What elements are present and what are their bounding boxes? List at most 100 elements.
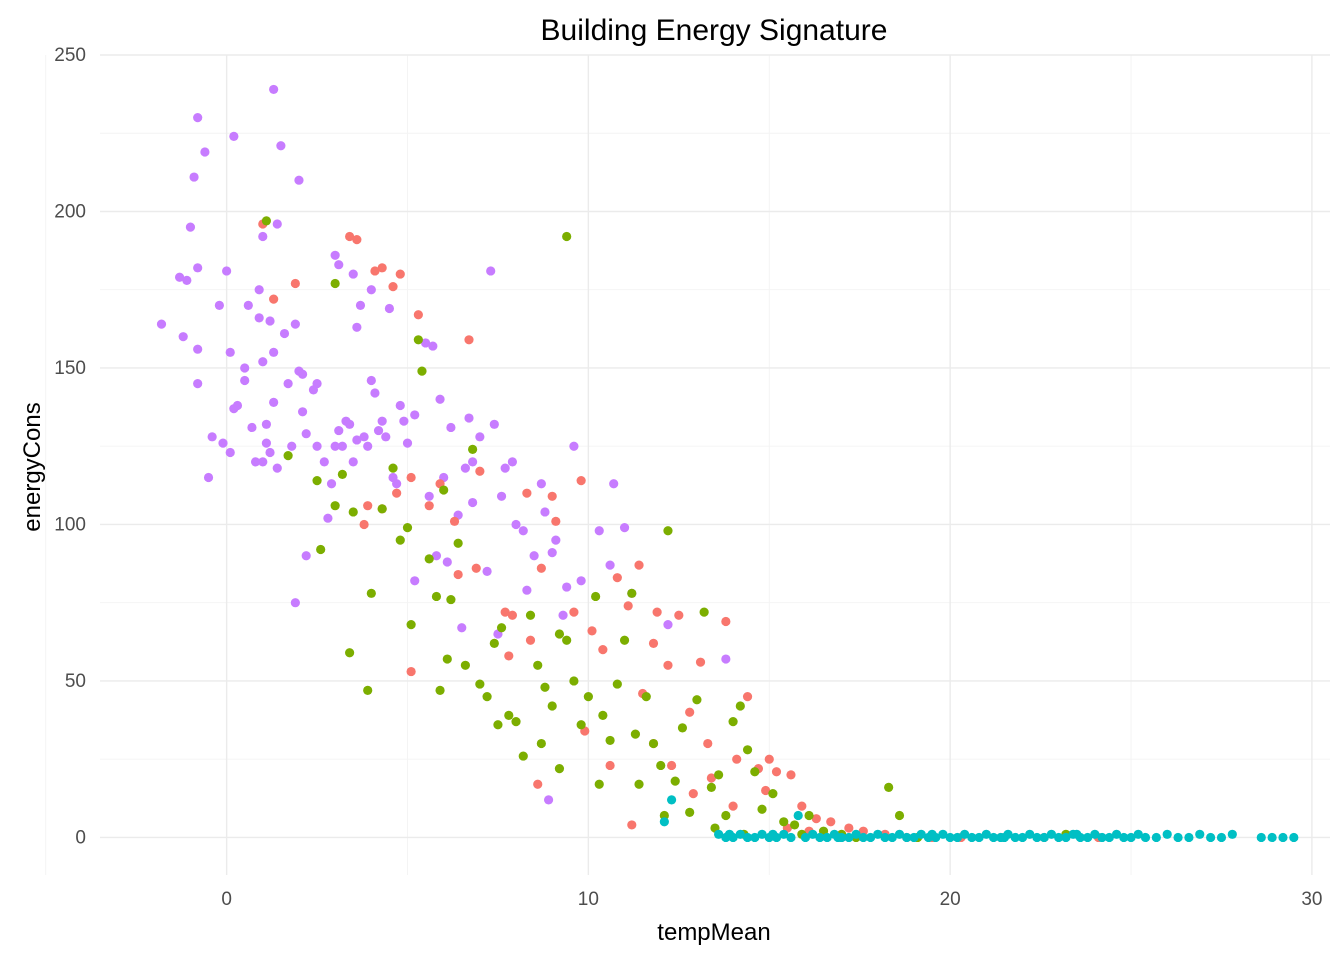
data-point bbox=[486, 266, 496, 276]
data-point bbox=[522, 488, 532, 498]
data-point bbox=[685, 807, 695, 818]
data-point bbox=[265, 316, 275, 326]
data-point bbox=[554, 629, 565, 639]
y-tick-label: 100 bbox=[54, 514, 86, 535]
data-point bbox=[1090, 829, 1100, 839]
data-point bbox=[214, 300, 224, 310]
data-point bbox=[363, 441, 373, 451]
tick-labels: 0 10 20 30 0 50 100 150 200 250 bbox=[54, 45, 1322, 910]
data-point bbox=[330, 441, 340, 451]
data-point bbox=[185, 222, 196, 232]
data-point bbox=[865, 832, 876, 843]
data-point bbox=[569, 607, 579, 617]
data-point bbox=[345, 419, 355, 429]
data-point bbox=[261, 419, 272, 429]
data-point bbox=[1119, 832, 1129, 843]
data-point bbox=[363, 501, 373, 511]
data-point bbox=[1289, 832, 1299, 843]
data-point bbox=[652, 607, 662, 617]
data-point bbox=[258, 457, 268, 467]
data-point bbox=[609, 479, 619, 489]
data-point bbox=[269, 397, 279, 408]
data-point bbox=[536, 738, 546, 749]
data-point bbox=[536, 479, 546, 489]
data-point bbox=[276, 141, 286, 151]
data-point bbox=[789, 820, 800, 830]
data-point bbox=[428, 341, 438, 351]
data-point bbox=[522, 585, 532, 595]
data-point bbox=[377, 263, 387, 273]
data-point bbox=[630, 729, 641, 739]
y-tick-label: 250 bbox=[54, 45, 86, 66]
data-point bbox=[203, 472, 214, 483]
data-point bbox=[272, 219, 282, 229]
data-point bbox=[254, 313, 264, 323]
data-point bbox=[1046, 829, 1057, 839]
data-point bbox=[297, 369, 308, 379]
data-point bbox=[402, 438, 413, 448]
data-point bbox=[413, 310, 423, 320]
data-point bbox=[554, 763, 565, 774]
x-axis-title: tempMean bbox=[657, 919, 770, 946]
data-point bbox=[319, 457, 329, 467]
data-point bbox=[345, 648, 355, 658]
data-point bbox=[384, 303, 395, 314]
data-point bbox=[1083, 832, 1093, 843]
data-point bbox=[413, 335, 423, 345]
data-point bbox=[909, 832, 919, 843]
data-point bbox=[1017, 832, 1028, 843]
data-point bbox=[395, 269, 405, 279]
data-point bbox=[442, 654, 452, 664]
data-point bbox=[482, 692, 492, 702]
data-point bbox=[283, 379, 293, 389]
series-3-points bbox=[261, 216, 1071, 843]
series-1-points bbox=[156, 84, 731, 805]
data-point bbox=[670, 776, 680, 786]
data-point bbox=[504, 710, 514, 720]
data-point bbox=[627, 820, 637, 830]
data-point bbox=[489, 638, 499, 648]
data-point bbox=[366, 285, 376, 295]
data-point bbox=[999, 832, 1010, 843]
data-point bbox=[395, 535, 405, 545]
data-points bbox=[156, 84, 1299, 843]
data-point bbox=[605, 735, 615, 746]
y-tick-label: 200 bbox=[54, 201, 86, 222]
data-point bbox=[468, 457, 478, 467]
data-point bbox=[1184, 832, 1194, 843]
data-point bbox=[833, 832, 843, 843]
data-point bbox=[178, 332, 188, 342]
data-point bbox=[757, 829, 767, 839]
data-point bbox=[290, 319, 300, 329]
data-point bbox=[283, 451, 293, 461]
data-point bbox=[258, 231, 268, 242]
series-2-points bbox=[258, 219, 1104, 843]
data-point bbox=[301, 551, 311, 561]
data-point bbox=[648, 638, 659, 648]
data-point bbox=[334, 425, 344, 436]
data-point bbox=[547, 491, 557, 501]
data-point bbox=[431, 591, 442, 602]
data-point bbox=[659, 817, 669, 827]
data-point bbox=[243, 300, 253, 310]
data-point bbox=[721, 810, 731, 821]
data-point bbox=[348, 507, 358, 517]
data-point bbox=[663, 526, 673, 536]
data-point bbox=[576, 720, 586, 730]
data-point bbox=[1061, 832, 1071, 843]
data-point bbox=[728, 801, 738, 811]
data-point bbox=[363, 685, 373, 695]
data-point bbox=[446, 594, 456, 605]
data-point bbox=[822, 832, 832, 843]
data-point bbox=[952, 832, 962, 843]
data-point bbox=[1032, 832, 1042, 843]
data-point bbox=[388, 282, 398, 292]
data-point bbox=[771, 767, 782, 777]
data-point bbox=[1227, 829, 1237, 839]
data-point bbox=[352, 435, 362, 445]
data-point bbox=[540, 507, 550, 517]
data-point bbox=[800, 832, 811, 843]
data-point bbox=[435, 394, 445, 404]
data-point bbox=[182, 275, 192, 285]
data-point bbox=[193, 263, 203, 273]
